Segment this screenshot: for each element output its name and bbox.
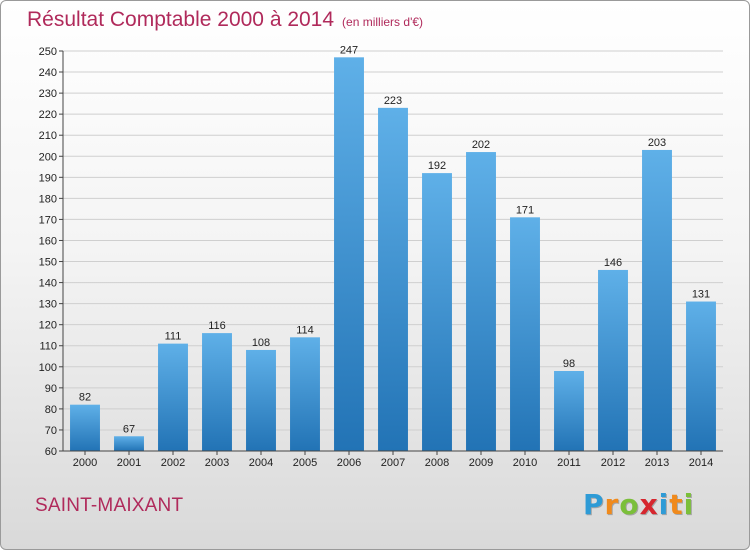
y-tick-label: 120: [39, 320, 57, 332]
y-tick-label: 200: [39, 151, 57, 163]
x-tick-label: 2009: [469, 457, 493, 469]
bar: [114, 436, 144, 451]
bar: [598, 269, 628, 451]
bar: [510, 217, 540, 451]
proxiti-logo: Proxiti: [583, 488, 694, 521]
x-tick-label: 2002: [161, 457, 185, 469]
value-label: 223: [384, 95, 402, 107]
logo-letter: P: [583, 488, 605, 521]
value-label: 146: [604, 257, 622, 269]
logo-letter: x: [639, 488, 659, 521]
logo-letter: r: [604, 488, 620, 521]
chart-title: Résultat Comptable 2000 à 2014 (en millie…: [27, 8, 423, 32]
x-tick-label: 2000: [73, 457, 97, 469]
bar: [158, 343, 188, 451]
y-tick-label: 180: [39, 193, 57, 205]
logo-letter: o: [619, 488, 640, 521]
y-tick-label: 90: [45, 383, 57, 395]
y-tick-label: 250: [39, 46, 57, 58]
x-tick-label: 2010: [513, 457, 537, 469]
value-label: 111: [165, 331, 182, 343]
x-tick-label: 2007: [381, 457, 405, 469]
logo-letter: i: [658, 488, 670, 521]
y-tick-label: 110: [39, 341, 57, 353]
x-tick-label: 2013: [645, 457, 669, 469]
y-tick-label: 70: [45, 425, 57, 437]
bar: [422, 173, 452, 451]
chart-title-text: Résultat Comptable 2000 à 2014: [27, 8, 335, 31]
bar: [378, 107, 408, 451]
value-label: 192: [428, 160, 446, 172]
y-tick-label: 100: [39, 362, 57, 374]
value-label: 131: [692, 289, 710, 301]
value-label: 67: [123, 423, 135, 435]
bar: [466, 152, 496, 452]
bar: [246, 349, 276, 451]
y-tick-label: 170: [39, 214, 57, 226]
value-label: 116: [208, 320, 226, 332]
x-tick-label: 2006: [337, 457, 361, 469]
x-tick-label: 2011: [557, 457, 581, 469]
value-label: 114: [296, 324, 314, 336]
y-tick-label: 60: [45, 446, 57, 458]
x-tick-label: 2004: [249, 457, 273, 469]
y-tick-label: 140: [39, 278, 57, 290]
axis-layer: 60 70 80 90 100 110 120 130 140 150 160 170 180 190 20…: [39, 46, 723, 469]
y-tick-label: 220: [39, 109, 57, 121]
x-tick-label: 2008: [425, 457, 449, 469]
value-label: 108: [252, 337, 270, 349]
y-tick-label: 210: [39, 130, 57, 142]
x-tick-label: 2014: [689, 457, 713, 469]
y-tick-label: 130: [39, 299, 57, 311]
bar: [202, 333, 232, 451]
value-label: 247: [340, 44, 358, 56]
y-tick-label: 160: [39, 235, 57, 247]
y-tick-label: 240: [39, 67, 57, 79]
value-label: 82: [79, 392, 91, 404]
value-label: 202: [472, 139, 490, 151]
value-label: 203: [648, 137, 666, 149]
y-tick-label: 150: [39, 257, 57, 269]
bar: [686, 301, 716, 451]
x-tick-label: 2003: [205, 457, 229, 469]
unit-note: (en milliers d'€): [342, 15, 424, 29]
x-tick-label: 2005: [293, 457, 317, 469]
bar-layer: 82 67 111 116 108 114 247 223 192 202 171 98 146 203 1…: [70, 44, 716, 452]
y-tick-label: 230: [39, 88, 57, 100]
value-label: 171: [516, 204, 534, 216]
x-tick-label: 2001: [117, 457, 141, 469]
bar: [70, 404, 100, 451]
commune-name: SAINT-MAIXANT: [35, 495, 184, 516]
y-tick-label: 80: [45, 404, 57, 416]
logo-letter: i: [683, 488, 695, 521]
logo-letter: t: [669, 488, 684, 521]
bar: [334, 57, 364, 451]
value-label: 98: [563, 358, 575, 370]
bar: [554, 371, 584, 451]
bar: [642, 149, 672, 451]
bar: [290, 337, 320, 451]
x-tick-label: 2012: [601, 457, 625, 469]
y-tick-label: 190: [39, 172, 57, 184]
